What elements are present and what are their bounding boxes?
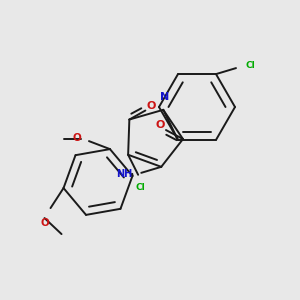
Text: O: O: [72, 133, 81, 143]
Text: O: O: [147, 100, 156, 110]
Text: O: O: [40, 218, 49, 228]
Text: N: N: [160, 92, 169, 102]
Text: Cl: Cl: [245, 61, 255, 70]
Text: Cl: Cl: [135, 183, 145, 192]
Text: O: O: [155, 120, 165, 130]
Text: NH: NH: [116, 169, 132, 179]
